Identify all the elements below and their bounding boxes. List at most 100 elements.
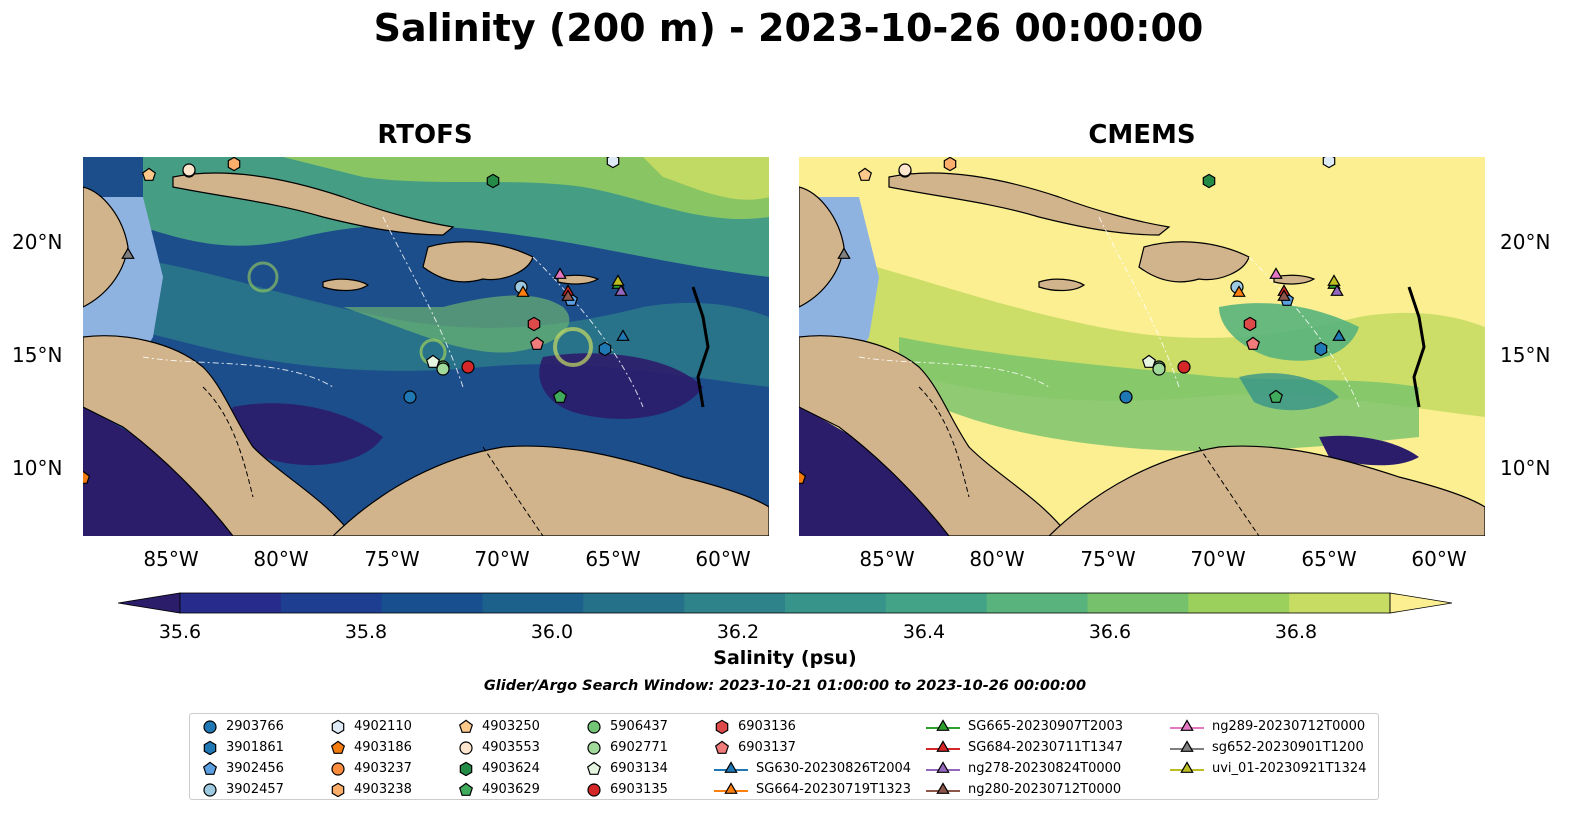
circle-marker-icon [587, 783, 601, 797]
lon-label-60w-rtofs: 60°W [695, 547, 751, 571]
map-marker [83, 470, 91, 484]
map-marker [857, 167, 873, 181]
colorbar-segment [280, 593, 383, 613]
map-marker [1322, 157, 1336, 169]
map-marker [436, 362, 450, 376]
lon-label-70w-cmems: 70°W [1190, 547, 1246, 571]
panel-title-cmems: CMEMS [1088, 120, 1196, 150]
colorbar [118, 592, 1452, 614]
legend-label: 4903186 [354, 739, 412, 755]
legend-label: 6903136 [738, 718, 796, 734]
legend-item: SG630-20230826T2004 [714, 758, 911, 778]
colorbar-segment [885, 593, 988, 613]
lon-label-75w-rtofs: 75°W [364, 547, 420, 571]
legend-item: 6903136 [714, 716, 796, 736]
colorbar-tick: 36.8 [1274, 621, 1318, 643]
colorbar-segment [482, 593, 584, 613]
map-marker [527, 316, 541, 332]
legend-item: 5906437 [586, 716, 668, 736]
pentagon-marker-icon [458, 719, 474, 733]
colorbar-segment [381, 593, 483, 613]
legend-label: uvi_01-20230921T1324 [1212, 760, 1367, 776]
circle-marker-icon [587, 741, 601, 755]
pentagon-marker-icon [202, 761, 218, 775]
legend-label: SG665-20230907T2003 [968, 718, 1124, 734]
search-window-text: Glider/Argo Search Window: 2023-10-21 01… [483, 678, 1087, 694]
lat-label-15n-right: 15°N [1500, 343, 1551, 367]
colorbar-segment [1087, 593, 1189, 613]
lon-label-85w-rtofs: 85°W [143, 547, 199, 571]
legend-item: SG664-20230719T1323 [714, 779, 911, 799]
cmems-map[interactable] [798, 157, 1486, 537]
map-marker [1268, 389, 1284, 403]
map-marker [561, 289, 575, 301]
legend-label: 4903250 [482, 718, 540, 734]
legend-label: 6903135 [610, 781, 668, 797]
legend-label: 4902110 [354, 718, 412, 734]
legend-item: 4903237 [330, 758, 412, 778]
colorbar-tick: 36.2 [716, 621, 760, 643]
triangle-marker-icon [926, 761, 960, 773]
panel-title-rtofs: RTOFS [377, 120, 473, 150]
colorbar-segment [986, 593, 1088, 613]
colorbar-label: Salinity (psu) [713, 647, 857, 669]
colorbar-tick: 36.6 [1088, 621, 1132, 643]
map-marker [182, 163, 196, 177]
triangle-marker-icon [926, 740, 960, 752]
pentagon-marker-icon [586, 761, 602, 775]
map-marker [1202, 173, 1216, 189]
legend-item: ng289-20230712T0000 [1170, 716, 1365, 736]
legend-label: 2903766 [226, 718, 284, 734]
hexagon-marker-icon [331, 719, 345, 734]
map-marker [943, 157, 957, 172]
map-marker [898, 163, 912, 177]
lon-label-85w-cmems: 85°W [859, 547, 915, 571]
legend-label: 4903629 [482, 781, 540, 797]
map-marker [1245, 336, 1261, 350]
map-marker [403, 390, 417, 404]
legend-item: 6902771 [586, 737, 668, 757]
legend-item: 3902456 [202, 758, 284, 778]
colorbar-tick: 35.6 [158, 621, 202, 643]
circle-marker-icon [203, 720, 217, 734]
legend-item: 4903553 [458, 737, 540, 757]
map-marker [553, 267, 567, 279]
legend-label: 4903237 [354, 760, 412, 776]
pentagon-marker-icon [714, 740, 730, 754]
legend-item: 2903766 [202, 716, 284, 736]
triangle-marker-icon [1170, 761, 1204, 773]
colorbar-segment [583, 593, 685, 613]
map-marker [1177, 360, 1191, 374]
legend-label: 4903238 [354, 781, 412, 797]
legend-label: SG664-20230719T1323 [756, 781, 912, 797]
colorbar-extend-min [118, 592, 181, 614]
lat-label-20n-right: 20°N [1500, 230, 1551, 254]
map-marker [611, 274, 625, 286]
legend-item: 3902457 [202, 779, 284, 799]
map-marker [614, 284, 628, 296]
map-marker [1243, 316, 1257, 332]
legend-label: 4903624 [482, 760, 540, 776]
colorbar-tick: 36.0 [530, 621, 574, 643]
figure-title: Salinity (200 m) - 2023-10-26 00:00:00 [373, 6, 1204, 50]
legend-item: SG665-20230907T2003 [926, 716, 1123, 736]
colorbar-tick: 36.4 [902, 621, 946, 643]
map-marker [227, 157, 241, 172]
triangle-marker-icon [1170, 740, 1204, 752]
hexagon-marker-icon [459, 761, 473, 776]
lat-label-20n-left: 20°N [12, 230, 63, 254]
lon-label-80w-cmems: 80°W [969, 547, 1025, 571]
pentagon-marker-icon [330, 740, 346, 754]
rtofs-map[interactable] [82, 157, 770, 537]
pentagon-marker-icon [458, 782, 474, 796]
map-marker [486, 173, 500, 189]
legend-label: 3901861 [226, 739, 284, 755]
legend-label: 4903553 [482, 739, 540, 755]
map-marker [425, 354, 441, 368]
map-marker [516, 285, 530, 297]
legend: 2903766 3901861 3902456 3902457 4902110 49031… [189, 713, 1379, 800]
map-marker [1152, 362, 1166, 376]
legend-label: ng280-20230712T0000 [968, 781, 1122, 797]
legend-label: 6903134 [610, 760, 668, 776]
hexagon-marker-icon [203, 740, 217, 755]
